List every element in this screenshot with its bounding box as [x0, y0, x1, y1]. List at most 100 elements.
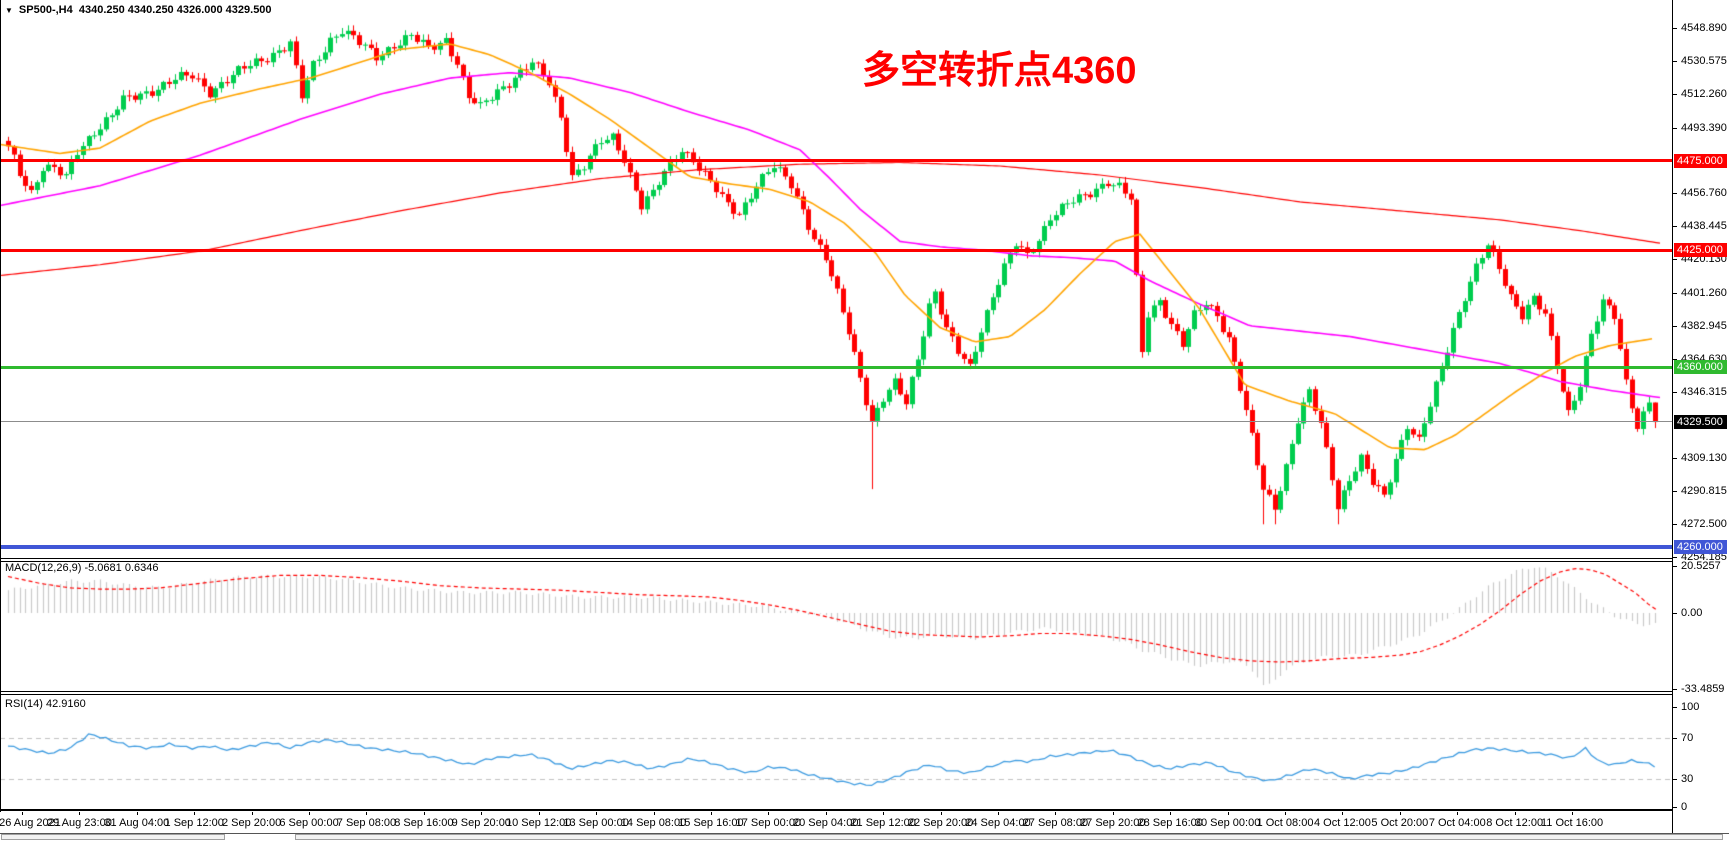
- macd-axis-label: -33.4859: [1681, 683, 1725, 696]
- annotation-text[interactable]: 多空转折点4360: [862, 50, 1137, 92]
- price-tick-tick: [1673, 128, 1677, 129]
- time-axis-tick: [596, 812, 597, 815]
- price-tick-tick: [1673, 326, 1677, 327]
- price-tick-tick: [1673, 524, 1677, 525]
- price-badge-4329.500: 4329.500: [1674, 414, 1727, 429]
- time-label: 21 Sep 12:00: [850, 817, 916, 829]
- time-label: 26 Aug 2021: [0, 817, 61, 829]
- time-axis-bottom-border: [0, 833, 1729, 834]
- time-axis-tick: [998, 812, 999, 815]
- time-axis[interactable]: 26 Aug 2021 29 Aug 23:00 31 Aug 04:00 1 Sep…: [0, 812, 1672, 833]
- rsi-bottom-border: [0, 809, 1729, 811]
- price-tick-label: 4254.185: [1681, 551, 1727, 563]
- time-label: 9 Sep 20:00: [451, 817, 511, 829]
- price-tick-tick: [1673, 293, 1677, 294]
- rsi-axis-label: 70: [1681, 731, 1694, 744]
- chart-title: ▼ SP500-,H4 4340.250 4340.250 4326.000 4…: [5, 3, 272, 17]
- time-label: 13 Sep 00:00: [563, 817, 629, 829]
- time-label: 30 Sep 00:00: [1194, 817, 1261, 829]
- time-label: 8 Sep 16:00: [394, 817, 454, 829]
- price-badge-4360.000: 4360.000: [1674, 360, 1727, 375]
- price-axis[interactable]: 4548.890 4530.575 4512.260 4493.390 4456.760…: [1673, 0, 1729, 833]
- time-label: 27 Sep 08:00: [1022, 817, 1089, 829]
- price-tick-label: 4382.945: [1681, 319, 1727, 332]
- price-tick-tick: [1673, 392, 1677, 393]
- time-label: 20 Sep 04:00: [793, 817, 859, 829]
- macd-axis-label: 0.00: [1681, 607, 1703, 619]
- horizontal-scrollbar[interactable]: [0, 834, 1729, 841]
- time-axis-tick: [424, 812, 425, 815]
- time-axis-tick: [194, 812, 195, 815]
- price-badge-4425.000: 4425.000: [1674, 243, 1727, 258]
- time-axis-tick: [1228, 812, 1229, 815]
- current-price-line[interactable]: [0, 421, 1672, 423]
- price-tick-tick: [1673, 226, 1677, 227]
- time-axis-tick: [941, 812, 942, 815]
- macd-axis-tick: [1673, 613, 1677, 614]
- price-tick-label: 4456.760: [1681, 187, 1727, 200]
- time-axis-tick: [711, 812, 712, 815]
- price-tick-label: 4438.445: [1681, 220, 1727, 233]
- chevron-down-icon[interactable]: ▼: [5, 5, 13, 15]
- time-label: 6 Sep 00:00: [279, 817, 339, 829]
- pivot-line-4360[interactable]: [0, 365, 1672, 369]
- time-axis-tick: [654, 812, 655, 815]
- time-axis-tick: [1055, 812, 1056, 815]
- macd-axis-tick: [1673, 566, 1677, 567]
- scrollbar-segment-right[interactable]: [295, 834, 1723, 840]
- time-axis-tick: [768, 812, 769, 815]
- resistance-line-4425[interactable]: [0, 248, 1672, 252]
- price-tick-tick: [1673, 259, 1677, 260]
- time-label: 7 Sep 08:00: [336, 817, 397, 829]
- macd-rsi-separator[interactable]: [0, 691, 1729, 692]
- price-tick-tick: [1673, 359, 1677, 360]
- macd-axis-tick: [1673, 689, 1677, 690]
- time-label: 15 Sep 16:00: [678, 817, 744, 829]
- time-axis-tick: [883, 812, 884, 815]
- resistance-line-4475[interactable]: [0, 159, 1672, 163]
- time-label: 22 Sep 20:00: [907, 817, 974, 829]
- macd-panel-top-border: [0, 561, 1729, 562]
- time-label: 1 Oct 08:00: [1256, 817, 1314, 829]
- price-tick-label: 4272.500: [1681, 518, 1727, 531]
- time-axis-tick: [1400, 812, 1401, 815]
- price-tick-label: 4512.260: [1681, 87, 1727, 100]
- rsi-panel-top-border: [0, 694, 1729, 695]
- time-axis-tick: [309, 812, 310, 815]
- price-tick-tick: [1673, 94, 1677, 95]
- price-tick-label: 4290.815: [1681, 485, 1727, 498]
- price-badge-4260.000: 4260.000: [1674, 539, 1727, 554]
- rsi-axis-label: 100: [1681, 701, 1700, 713]
- price-tick-label: 4309.130: [1681, 452, 1727, 465]
- time-label: 10 Sep 12:00: [505, 817, 572, 829]
- time-axis-tick: [1113, 812, 1114, 815]
- price-tick-label: 4401.260: [1681, 286, 1727, 299]
- rsi-axis-tick: [1673, 807, 1677, 808]
- main-macd-separator[interactable]: [0, 558, 1729, 559]
- price-tick-tick: [1673, 557, 1677, 558]
- time-label: 2 Sep 20:00: [221, 817, 282, 829]
- time-label: 8 Oct 12:00: [1486, 817, 1544, 829]
- price-tick-tick: [1673, 61, 1677, 62]
- time-label: 11 Oct 16:00: [1540, 817, 1604, 829]
- time-label: 31 Aug 04:00: [104, 817, 170, 829]
- time-label: 5 Oct 20:00: [1371, 817, 1429, 829]
- price-tick-label: 4493.390: [1681, 121, 1727, 134]
- rsi-axis-tick: [1673, 738, 1677, 739]
- support-line-4260[interactable]: [0, 544, 1672, 549]
- time-axis-tick: [79, 812, 80, 815]
- scrollbar-segment-left[interactable]: [1, 834, 225, 840]
- time-label: 27 Sep 20:00: [1080, 817, 1146, 829]
- price-tick-tick: [1673, 28, 1677, 29]
- time-label: 1 Sep 12:00: [164, 817, 224, 829]
- time-label: 24 Sep 04:00: [965, 817, 1031, 829]
- time-label: 29 Aug 23:00: [46, 817, 112, 829]
- time-label: 28 Sep 16:00: [1137, 817, 1203, 829]
- time-axis-tick: [1572, 812, 1573, 815]
- rsi-axis-tick: [1673, 707, 1677, 708]
- time-axis-tick: [826, 812, 827, 815]
- price-tick-tick: [1673, 458, 1677, 459]
- price-tick-label: 4346.315: [1681, 385, 1727, 398]
- time-axis-tick: [1285, 812, 1286, 815]
